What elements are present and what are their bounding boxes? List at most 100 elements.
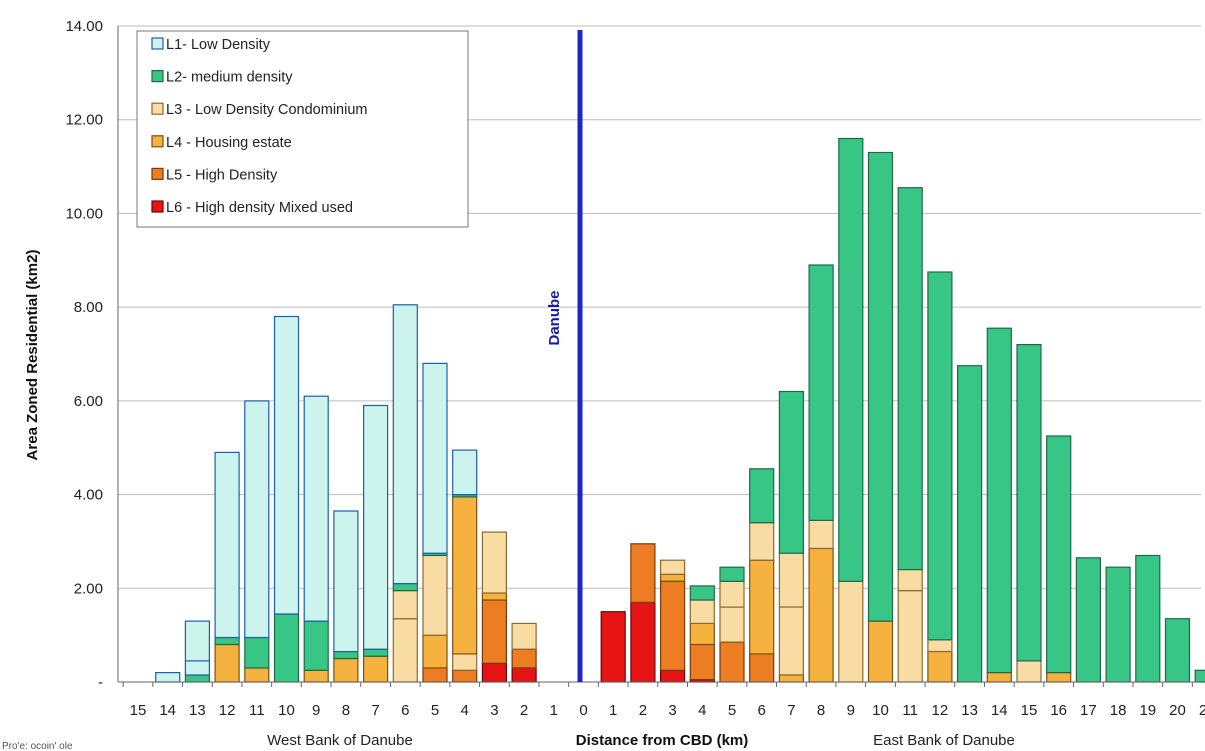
bar-segment-l2 [1075,557,1102,683]
bar-segment-l3 [838,580,864,683]
x-tick-label: 0 [579,702,587,719]
bar-segment-l2 [1016,344,1042,662]
x-tick-label: 10 [872,702,889,719]
legend-label: L6 - High density Mixed used [166,200,353,216]
bar-segment-l2 [689,585,715,601]
bar-segment-l3 [778,606,805,676]
bar-segment-l1 [452,449,478,496]
bar-segment-l1 [273,315,300,615]
bar-segment-l4 [749,559,775,655]
x-tick-label: 12 [932,702,949,719]
bar-segment-l2 [333,650,359,660]
danube-line [577,30,583,682]
bar-segment-l2 [838,137,864,582]
bar-segment-l2 [392,582,418,592]
bar-segment-l3 [689,599,715,624]
bar-segment-l2 [927,271,953,641]
bar-segment-l4 [452,496,478,655]
bar-segment-l2 [1194,669,1205,683]
x-tick-label: 3 [490,702,498,719]
bar-segment-l5 [511,648,537,669]
bar-segment-l1 [363,404,389,650]
bar-segment-l2 [897,187,923,571]
y-tick-label: - [98,674,103,691]
bar-segment-l3 [452,653,478,671]
bar-segment-l4 [333,657,359,683]
x-tick-label: 13 [961,702,978,719]
bar-segment-l4 [1046,671,1072,683]
bar-segment-l5 [422,667,448,683]
bar-segment-l6 [481,662,507,683]
bar-segment-l2 [184,674,210,683]
bar-segment-l2 [214,636,240,646]
west-bank-label: West Bank of Danube [267,732,413,749]
x-axis [117,26,1201,683]
legend-label: L4 - Housing estate [166,135,292,151]
x-tick-label: 11 [249,702,265,719]
legend-swatch [151,69,164,83]
x-tick-label: 9 [847,702,855,719]
bar-segment-l2 [808,264,834,521]
legend-swatch [151,102,164,115]
x-tick-label: 10 [278,702,295,719]
x-tick-label: 6 [401,702,409,719]
x-tick-label: 21 [1199,702,1205,719]
x-tick-label: 6 [758,702,766,719]
y-tick-label: 14.00 [65,18,103,35]
x-tick-label: 14 [991,702,1008,719]
bar-segment-l5 [481,599,507,664]
bar-segment-l4 [303,669,329,683]
bar-segment-l3 [808,519,834,549]
x-tick-label: 2 [639,702,647,719]
legend: L1- Low Density L2- medium density L3 - Lo… [136,30,469,228]
x-tick-label: 8 [342,702,350,719]
legend-label: L1- Low Density [166,37,271,53]
bar-segment-l2 [986,327,1012,674]
bar-stacks [155,137,1205,683]
x-tick-label: 11 [902,702,918,719]
x-tick-label: 2 [520,702,528,719]
y-tick-label: 6.00 [74,393,103,410]
x-tick-label: 13 [189,702,206,719]
bar-segment-l3 [778,552,805,608]
bar-segment-l2 [1164,618,1191,683]
y-axis-label: Area Zoned Residential (km2) [24,250,41,461]
bar-segment-l3 [927,639,953,653]
x-tick-label: 14 [159,702,176,719]
bar-segment-l3 [659,559,686,575]
y-tick-label: 12.00 [65,112,103,129]
x-axis-label: Distance from CBD (km) [576,732,749,749]
x-tick-label: 20 [1169,702,1186,719]
bar-segment-l1 [333,510,359,653]
bar-segment-l5 [749,653,775,683]
bar-segment-l1 [214,451,240,639]
bar-segment-l3 [1016,660,1042,683]
bar-segment-l1 [244,400,270,639]
bar-segment-l2 [719,566,745,582]
source-credit: Pro'e: ocoin' ole [2,741,73,751]
bar-segment-l2 [778,390,805,554]
bar-segment-l4 [867,620,894,683]
bar-segment-l1 [184,620,210,662]
x-tick-label: 15 [1021,702,1038,719]
bar-segment-l4 [422,634,448,669]
bar-segment-l3 [719,580,745,608]
legend-label: L5 - High Density [166,167,278,183]
bar-segment-l6 [511,667,537,683]
bar-segment-l2 [867,151,894,622]
bar-segment-l1 [392,304,418,585]
legend-swatch [151,37,164,50]
bar-segment-l4 [689,622,715,646]
x-tick-label: 19 [1139,702,1156,719]
bar-segment-l2 [1105,566,1131,683]
x-tick-label: 16 [1050,702,1067,719]
bar-segment-l4 [808,547,834,683]
bar-segment-l6 [659,669,686,683]
y-tick-label: 10.00 [65,205,103,222]
x-tick-label: 5 [431,702,439,719]
bar-segment-l2 [273,613,300,683]
bar-segment-l4 [986,671,1012,683]
bar-segment-l2 [749,468,775,524]
x-tick-label: 9 [312,702,320,719]
